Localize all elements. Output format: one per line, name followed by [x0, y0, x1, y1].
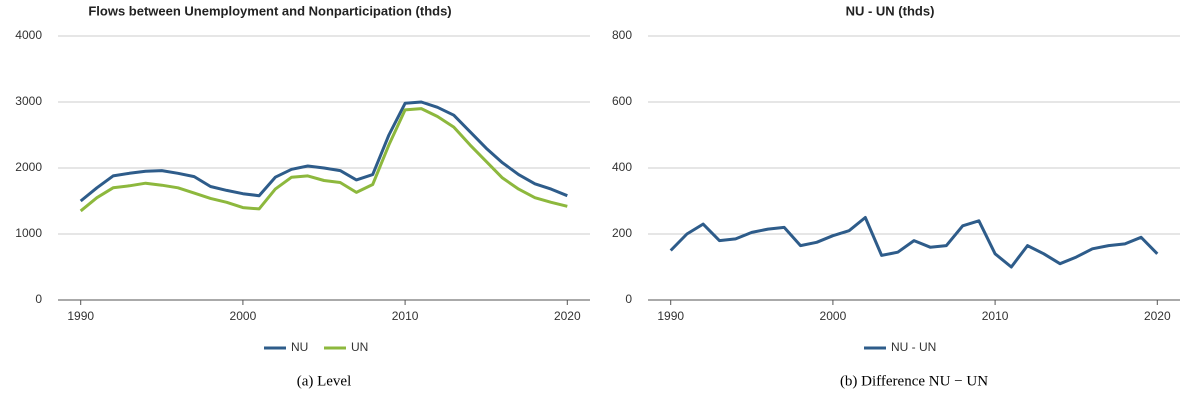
series-line [79, 100, 568, 203]
y-tick-label: 0 [625, 292, 632, 306]
chart-title: Flows between Unemployment and Nonpartic… [88, 3, 451, 18]
series-line [79, 107, 568, 213]
caption: (a) Level [297, 373, 352, 389]
y-tick-label: 0 [35, 292, 42, 306]
series-line [669, 216, 1159, 269]
y-tick-label: 1000 [15, 226, 42, 240]
y-tick-label: 2000 [15, 160, 42, 174]
y-tick-label: 400 [612, 160, 632, 174]
x-tick-label: 1990 [67, 309, 94, 323]
x-tick-label: 1990 [657, 309, 684, 323]
y-tick-label: 4000 [15, 28, 42, 42]
x-tick-label: 2010 [392, 309, 419, 323]
y-tick-label: 3000 [15, 94, 42, 108]
legend-label: NU [291, 340, 308, 354]
x-tick-label: 2000 [820, 309, 847, 323]
y-tick-label: 200 [612, 226, 632, 240]
x-tick-label: 2010 [982, 309, 1009, 323]
x-tick-label: 2020 [1144, 309, 1171, 323]
caption: (b) Difference NU − UN [840, 373, 988, 389]
x-tick-label: 2020 [554, 309, 581, 323]
y-tick-label: 800 [612, 28, 632, 42]
legend-label: UN [351, 340, 368, 354]
legend-label: NU - UN [891, 340, 936, 354]
chart-title: NU - UN (thds) [846, 3, 935, 18]
y-tick-label: 600 [612, 94, 632, 108]
x-tick-label: 2000 [230, 309, 257, 323]
